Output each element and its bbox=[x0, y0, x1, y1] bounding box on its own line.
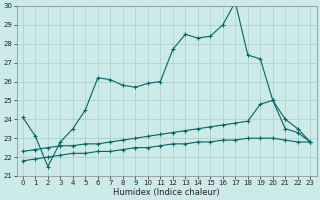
X-axis label: Humidex (Indice chaleur): Humidex (Indice chaleur) bbox=[113, 188, 220, 197]
